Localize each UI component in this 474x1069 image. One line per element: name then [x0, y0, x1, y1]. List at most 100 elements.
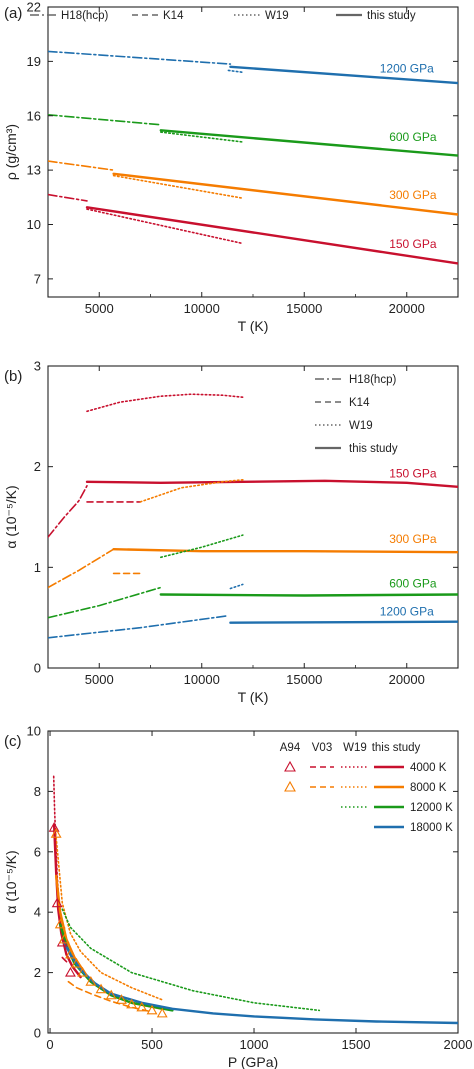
- data-point-a94: [146, 1004, 158, 1015]
- y-tick-label: 6: [34, 844, 41, 859]
- y-tick-label: 1: [34, 560, 41, 575]
- series-line-green-solid: [159, 129, 458, 157]
- y-tick-label: 2: [34, 459, 41, 474]
- data-point-a94: [51, 897, 63, 908]
- y-tick-label: 2: [34, 965, 41, 980]
- x-tick-label: 20000: [389, 672, 425, 687]
- x-axis-title: T (K): [238, 689, 269, 705]
- y-tick-label: 22: [27, 0, 41, 15]
- x-axis-title: P (GPa): [228, 1054, 278, 1069]
- legend-label: H18(hcp): [61, 10, 108, 22]
- series-annotation: 150 GPa: [389, 237, 437, 251]
- panel-label: (a): [4, 5, 22, 22]
- legend-label: W19: [349, 420, 373, 432]
- legend-row-label: 18000 K: [410, 822, 453, 834]
- series-line-orange-dashdot: [48, 160, 115, 171]
- y-tick-label: 7: [34, 271, 41, 286]
- y-tick-label: 0: [34, 661, 41, 676]
- legend-header: this study: [372, 742, 421, 754]
- series-line-red-dotted: [86, 393, 244, 413]
- data-point-a94: [105, 989, 117, 1000]
- series-line-orange-solid: [112, 172, 458, 216]
- panel-c: 0 500 1000 1500 2000 0 2 4 6 8 10 P (GPa) α (10⁻⁵/K)…: [3, 724, 472, 1069]
- data-point-a94: [58, 933, 70, 944]
- series-line-orange-dashdot: [48, 548, 115, 589]
- series-line-orange-dotted: [139, 478, 244, 503]
- legend-a94-marker: [284, 780, 296, 792]
- legend-label: H18(hcp): [349, 374, 396, 386]
- series-line-red-dashed: [61, 956, 70, 965]
- series-line-blue-solid: [229, 65, 458, 85]
- series-line-orange-dotted: [54, 832, 163, 1001]
- panel-b: 5000 10000 15000 20000 0 1 2 3 T (K) α (10⁻⁵/K) (b…: [3, 359, 459, 705]
- series-line-green-dotted: [160, 534, 244, 559]
- y-tick-label: 4: [34, 905, 41, 920]
- x-tick-label: 1000: [240, 1037, 269, 1052]
- legend-a94-marker: [284, 760, 296, 772]
- series-line-blue-dashdot: [48, 614, 230, 639]
- x-tick-label: 1500: [342, 1037, 371, 1052]
- x-tick-label: 15000: [286, 672, 322, 687]
- legend-label: this study: [349, 443, 398, 455]
- data-point-a94: [156, 1007, 168, 1018]
- x-tick-label: 20000: [389, 301, 425, 316]
- series-line-red-solid: [85, 206, 458, 265]
- legend-label: W19: [265, 10, 289, 22]
- series-line-green-dashdot: [48, 586, 162, 619]
- x-tick-label: 2000: [444, 1037, 473, 1052]
- panel-label: (b): [4, 368, 22, 385]
- series-line-green-dashdot: [48, 114, 162, 126]
- series-line-blue-solid: [63, 941, 458, 1025]
- panel-a: 5000 10000 15000 20000 7 10 13 16 19 22 T (K) ρ (g/…: [3, 0, 459, 334]
- y-tick-label: 13: [27, 163, 41, 178]
- plot-frame: [47, 730, 459, 1034]
- series-annotation: 150 GPa: [389, 467, 437, 481]
- data-point-a94: [48, 822, 60, 832]
- y-tick-label: 19: [27, 54, 41, 69]
- series-annotation: 600 GPa: [389, 130, 437, 144]
- legend-label: K14: [349, 397, 370, 409]
- series-line-orange-solid: [112, 548, 458, 554]
- legend-header: A94: [280, 742, 301, 754]
- data-point-a94: [115, 994, 127, 1004]
- series-line-red-dashdot: [48, 484, 88, 538]
- y-tick-label: 8: [34, 784, 41, 799]
- legend-header: V03: [312, 742, 332, 754]
- legend-label: K14: [163, 10, 184, 22]
- series-annotation: 600 GPa: [389, 576, 437, 590]
- data-point-a94: [71, 957, 82, 968]
- x-tick-label: 15000: [286, 301, 322, 316]
- x-axis-title: T (K): [238, 318, 269, 334]
- series-annotation: 300 GPa: [389, 188, 437, 202]
- data-point-a94: [95, 983, 107, 994]
- data-point-a94: [64, 948, 76, 959]
- y-tick-label: 3: [34, 359, 41, 374]
- series-annotation: 1200 GPa: [380, 605, 434, 619]
- x-tick-label: 10000: [184, 301, 220, 316]
- y-tick-label: 10: [27, 724, 41, 739]
- legend-row-label: 4000 K: [410, 762, 447, 774]
- legend-label: this study: [367, 10, 416, 22]
- plot-area: [48, 50, 458, 265]
- series-line-orange-solid: [55, 874, 164, 1010]
- series-line-orange-dotted: [112, 174, 244, 199]
- series-line-blue-dotted: [229, 583, 244, 590]
- plot-area: [48, 775, 458, 1025]
- series-line-green-dotted: [61, 908, 321, 1012]
- y-axis-title: α (10⁻⁵/K): [3, 850, 19, 913]
- data-point-a94: [64, 966, 76, 977]
- series-line-green-solid: [159, 593, 458, 597]
- series-line-red-solid: [85, 479, 458, 488]
- data-point-a94: [50, 828, 62, 838]
- series-line-blue-solid: [229, 620, 458, 624]
- y-axis-title: ρ (g/cm³): [3, 124, 19, 180]
- panel-label: (c): [4, 733, 22, 750]
- x-tick-label: 10000: [184, 672, 220, 687]
- series-line-red-dashdot: [48, 193, 88, 202]
- plot-area: [48, 393, 458, 639]
- legend-row-label: 8000 K: [410, 782, 447, 794]
- data-point-a94: [85, 976, 97, 986]
- data-point-a94: [77, 966, 89, 977]
- series-line-blue-dashdot: [48, 50, 232, 65]
